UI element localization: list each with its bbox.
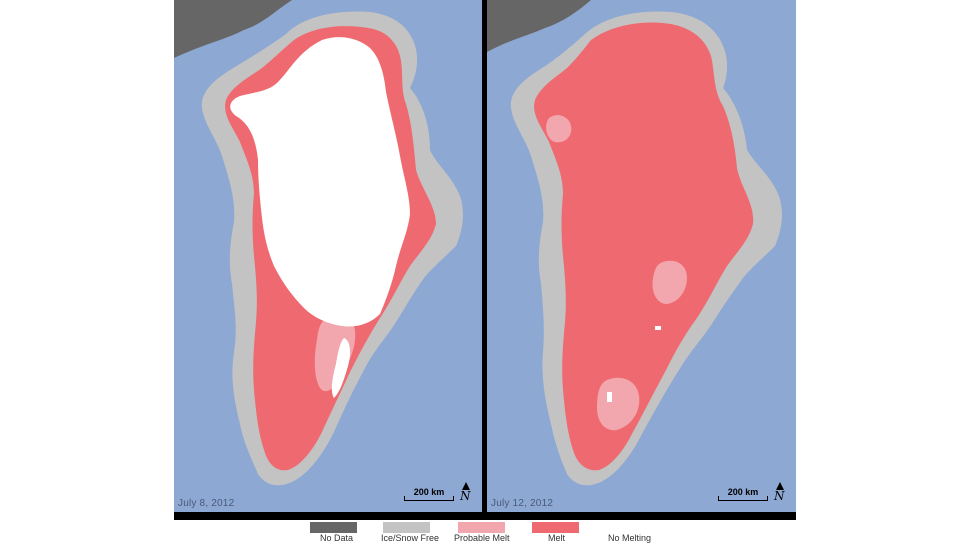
legend-swatch [310, 522, 357, 533]
scale-bar: 200 km [718, 487, 768, 502]
legend-swatch [532, 522, 579, 533]
legend: No Data Ice/Snow Free Probable Melt Melt… [310, 522, 730, 543]
probable-melt-area [652, 260, 687, 304]
scale-bar-line [404, 496, 454, 501]
melt-area [534, 22, 754, 471]
scale-label: 200 km [727, 487, 759, 497]
no-melt-speck [607, 392, 612, 402]
greenland-map-july-12 [487, 0, 782, 486]
probable-melt-area [597, 377, 640, 431]
probable-melt-area [546, 115, 572, 143]
legend-swatch [608, 522, 655, 533]
north-letter: N [774, 489, 785, 503]
map-panel-july-12: July 12, 2012 200 km N [487, 0, 796, 512]
map-panel-july-8: July 8, 2012 200 km N [174, 0, 482, 512]
no-melt-streak [331, 338, 351, 398]
legend-swatch [383, 522, 430, 533]
scale-label: 200 km [413, 487, 445, 497]
legend-label: No Melting [608, 533, 652, 543]
north-arrow-head [462, 482, 470, 490]
legend-label: Melt [548, 533, 566, 543]
north-arrow-icon: N [772, 482, 788, 504]
greenland-map-july-8 [174, 0, 463, 486]
scale-bar: 200 km [404, 487, 454, 502]
no-melt-area [230, 37, 410, 327]
no-melt-speck [655, 326, 661, 330]
probable-melt-area [314, 315, 356, 392]
canada-land [487, 0, 591, 52]
canada-land [174, 0, 292, 58]
scale-bar-line [718, 496, 768, 501]
melt-comparison-figure: July 8, 2012 200 km N July 12, 2012 200 … [174, 0, 796, 520]
north-arrow-icon: N [458, 482, 474, 504]
legend-label: Ice/Snow Free [381, 533, 440, 543]
north-letter: N [460, 489, 471, 503]
legend-label: No Data [320, 533, 354, 543]
north-arrow-head [776, 482, 784, 490]
legend-swatch [458, 522, 505, 533]
date-label: July 8, 2012 [178, 498, 235, 509]
legend-label: Probable Melt [454, 533, 510, 543]
date-label: July 12, 2012 [491, 498, 554, 509]
